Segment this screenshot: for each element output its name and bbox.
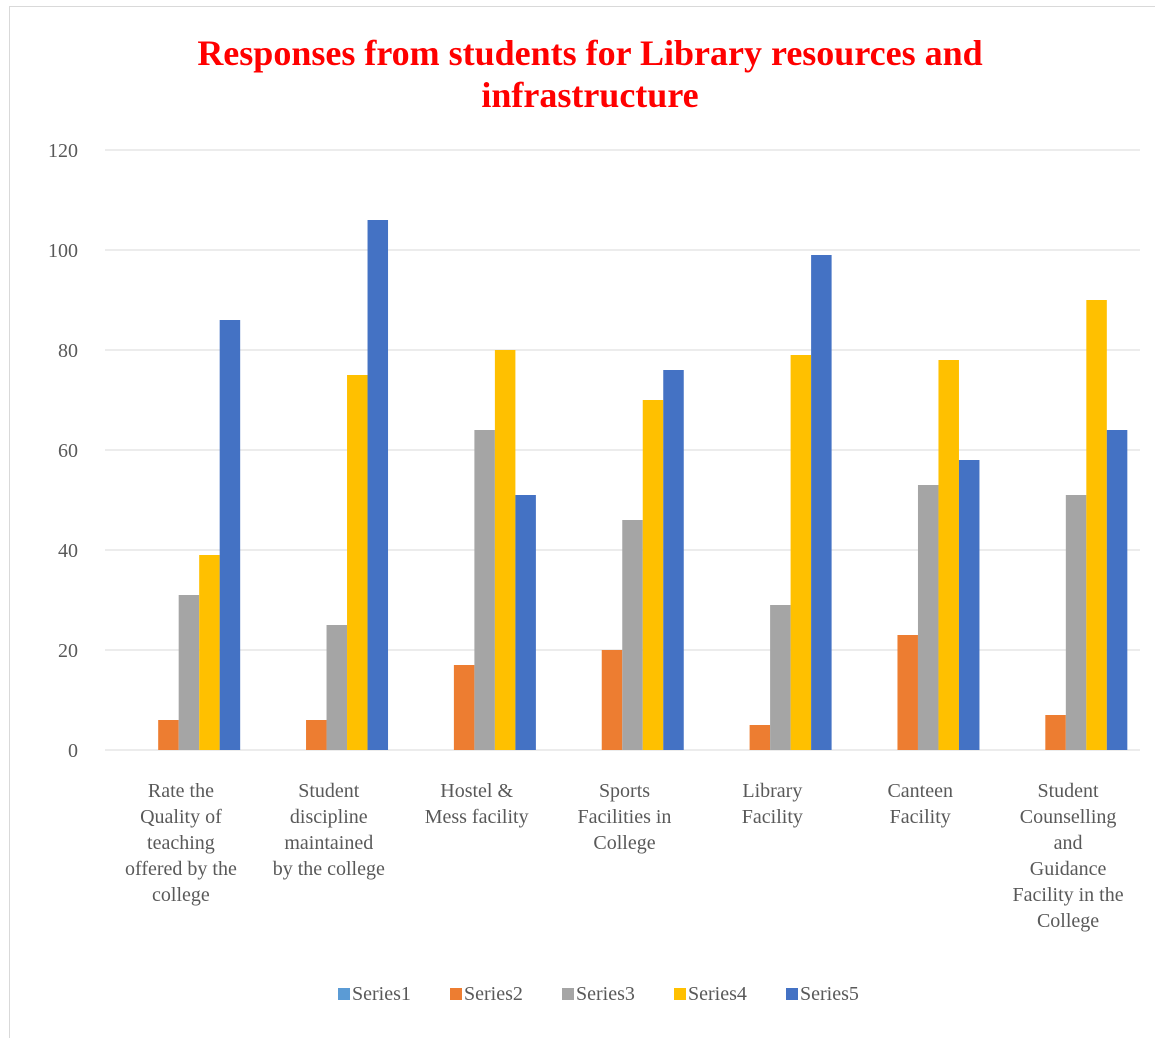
x-tick-label: Canteen Facility bbox=[887, 780, 953, 828]
legend: Series1 Series2 Series3 Series4 Series5 bbox=[338, 983, 859, 1005]
bar-series5 bbox=[958, 460, 980, 750]
x-tick-label: Student Counselling and Guidance Facility in… bbox=[1013, 780, 1124, 932]
y-tick-label: 120 bbox=[48, 140, 78, 162]
bar-series4 bbox=[938, 360, 959, 750]
legend-label: Series2 bbox=[464, 983, 523, 1005]
bar-series4 bbox=[1086, 300, 1107, 750]
x-tick-label: Sports Facilities in College bbox=[578, 780, 672, 854]
y-tick-label: 40 bbox=[58, 540, 78, 562]
bar-series3 bbox=[326, 625, 348, 750]
bar-series4 bbox=[199, 555, 220, 750]
legend-swatch bbox=[562, 988, 574, 1000]
bar-series2 bbox=[158, 720, 179, 750]
legend-swatch bbox=[450, 988, 462, 1000]
legend-label: Series1 bbox=[352, 983, 411, 1005]
bar-series3 bbox=[622, 520, 643, 750]
bar-series5 bbox=[515, 495, 536, 750]
legend-label: Series5 bbox=[800, 983, 859, 1005]
bar-series2 bbox=[897, 635, 918, 750]
bar-series3 bbox=[474, 430, 495, 750]
bar-series4 bbox=[347, 375, 368, 750]
bar-series4 bbox=[790, 355, 812, 750]
bar-series2 bbox=[601, 650, 623, 750]
y-tick-label: 60 bbox=[58, 440, 78, 462]
legend-swatch bbox=[674, 988, 686, 1000]
legend-label: Series4 bbox=[688, 983, 747, 1005]
x-tick-label: Hostel & Mess facility bbox=[425, 780, 529, 828]
bar-series4 bbox=[642, 400, 664, 750]
bar-series2 bbox=[453, 665, 475, 750]
x-axis-labels: Rate the Quality of teaching offered by the… bbox=[125, 780, 1124, 932]
x-tick-label: Library Facility bbox=[742, 780, 803, 828]
x-tick-label: Student discipline maintained by the colleg… bbox=[273, 780, 385, 880]
legend-label: Series3 bbox=[576, 983, 635, 1005]
legend-swatch bbox=[786, 988, 798, 1000]
x-tick-label: Rate the Quality of teaching offered by the… bbox=[125, 780, 237, 906]
y-axis-ticks: 0 20 40 60 80 100 120 bbox=[48, 140, 78, 762]
bar-series5 bbox=[367, 220, 389, 750]
bar-series5 bbox=[663, 370, 684, 750]
y-tick-label: 100 bbox=[48, 240, 78, 262]
bar-series2 bbox=[306, 720, 327, 750]
legend-swatch bbox=[338, 988, 350, 1000]
bar-series4 bbox=[494, 350, 516, 750]
bar-series2 bbox=[1045, 715, 1066, 750]
bar-series2 bbox=[749, 725, 771, 750]
bar-series5 bbox=[1106, 430, 1128, 750]
y-tick-label: 80 bbox=[58, 340, 78, 362]
bar-series3 bbox=[917, 485, 939, 750]
bar-series5 bbox=[811, 255, 832, 750]
y-tick-label: 0 bbox=[68, 740, 78, 762]
bar-series3 bbox=[1065, 495, 1087, 750]
bars bbox=[158, 220, 1128, 750]
bar-series3 bbox=[770, 605, 791, 750]
bar-series3 bbox=[178, 595, 200, 750]
y-tick-label: 20 bbox=[58, 640, 78, 662]
chart-title: Responses from students for Library reso… bbox=[197, 33, 983, 115]
bar-series5 bbox=[219, 320, 241, 750]
